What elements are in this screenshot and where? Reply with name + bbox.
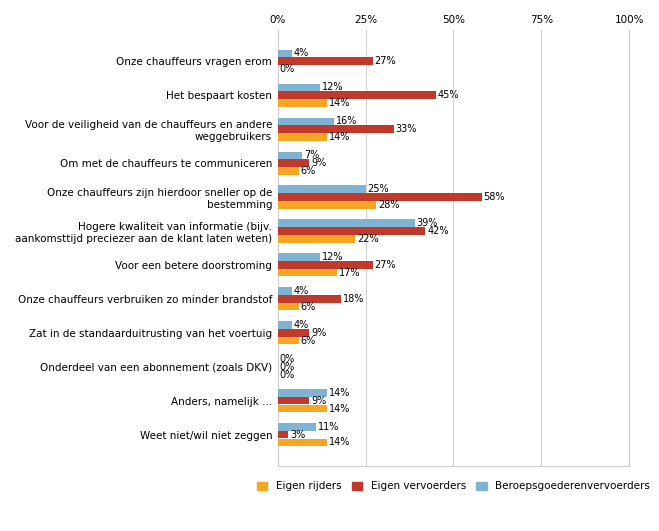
Bar: [277, 99, 327, 107]
Bar: [277, 50, 292, 57]
Bar: [277, 337, 299, 345]
Bar: [277, 235, 355, 243]
Bar: [277, 329, 309, 337]
Text: 12%: 12%: [322, 82, 343, 92]
Text: 28%: 28%: [378, 200, 399, 210]
Text: 14%: 14%: [329, 438, 350, 448]
Text: 39%: 39%: [416, 218, 438, 228]
Text: 0%: 0%: [279, 354, 295, 364]
Text: 6%: 6%: [301, 336, 316, 346]
Bar: [277, 397, 309, 405]
Text: 14%: 14%: [329, 98, 350, 108]
Text: 11%: 11%: [318, 422, 339, 432]
Text: 22%: 22%: [357, 234, 378, 244]
Bar: [277, 431, 288, 439]
Text: 7%: 7%: [304, 150, 320, 160]
Text: 0%: 0%: [279, 370, 295, 380]
Bar: [277, 57, 372, 65]
Bar: [277, 439, 327, 446]
Text: 12%: 12%: [322, 252, 343, 262]
Legend: Eigen rijders, Eigen vervoerders, Beroepsgoederenvervoerders: Eigen rijders, Eigen vervoerders, Beroep…: [257, 482, 650, 491]
Text: 14%: 14%: [329, 132, 350, 142]
Text: 9%: 9%: [311, 158, 326, 168]
Text: 33%: 33%: [395, 124, 417, 134]
Bar: [277, 253, 320, 261]
Bar: [277, 91, 436, 99]
Text: 4%: 4%: [293, 320, 309, 330]
Bar: [277, 389, 327, 397]
Bar: [277, 84, 320, 91]
Bar: [277, 151, 302, 159]
Text: 25%: 25%: [367, 184, 389, 194]
Bar: [277, 321, 292, 329]
Bar: [277, 193, 482, 201]
Text: 4%: 4%: [293, 286, 309, 296]
Text: 45%: 45%: [438, 90, 459, 100]
Text: 6%: 6%: [301, 302, 316, 312]
Text: 16%: 16%: [335, 116, 357, 126]
Bar: [277, 303, 299, 311]
Bar: [277, 261, 372, 269]
Text: 9%: 9%: [311, 396, 326, 406]
Bar: [277, 269, 337, 277]
Bar: [277, 125, 393, 133]
Bar: [277, 295, 341, 303]
Text: 18%: 18%: [343, 294, 364, 304]
Text: 14%: 14%: [329, 388, 350, 398]
Bar: [277, 117, 334, 125]
Bar: [277, 159, 309, 167]
Text: 27%: 27%: [374, 56, 396, 66]
Text: 0%: 0%: [279, 64, 295, 74]
Bar: [277, 287, 292, 295]
Text: 17%: 17%: [339, 268, 360, 278]
Bar: [277, 201, 376, 209]
Text: 6%: 6%: [301, 166, 316, 176]
Bar: [277, 227, 425, 235]
Bar: [277, 167, 299, 175]
Bar: [277, 423, 316, 431]
Bar: [277, 405, 327, 412]
Text: 27%: 27%: [374, 260, 396, 270]
Bar: [277, 185, 366, 193]
Text: 4%: 4%: [293, 48, 309, 58]
Text: 42%: 42%: [427, 226, 449, 236]
Text: 9%: 9%: [311, 328, 326, 338]
Text: 14%: 14%: [329, 404, 350, 414]
Text: 3%: 3%: [290, 430, 305, 440]
Bar: [277, 219, 415, 227]
Text: 58%: 58%: [483, 192, 505, 202]
Bar: [277, 133, 327, 141]
Text: 0%: 0%: [279, 362, 295, 372]
